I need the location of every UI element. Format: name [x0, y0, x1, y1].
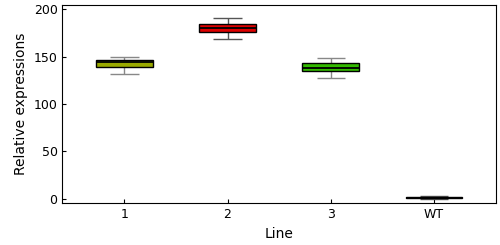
Bar — [302, 63, 359, 71]
Y-axis label: Relative expressions: Relative expressions — [14, 33, 28, 175]
Bar — [406, 197, 462, 198]
Bar — [199, 24, 256, 32]
Bar — [96, 60, 152, 67]
X-axis label: Line: Line — [264, 227, 294, 241]
